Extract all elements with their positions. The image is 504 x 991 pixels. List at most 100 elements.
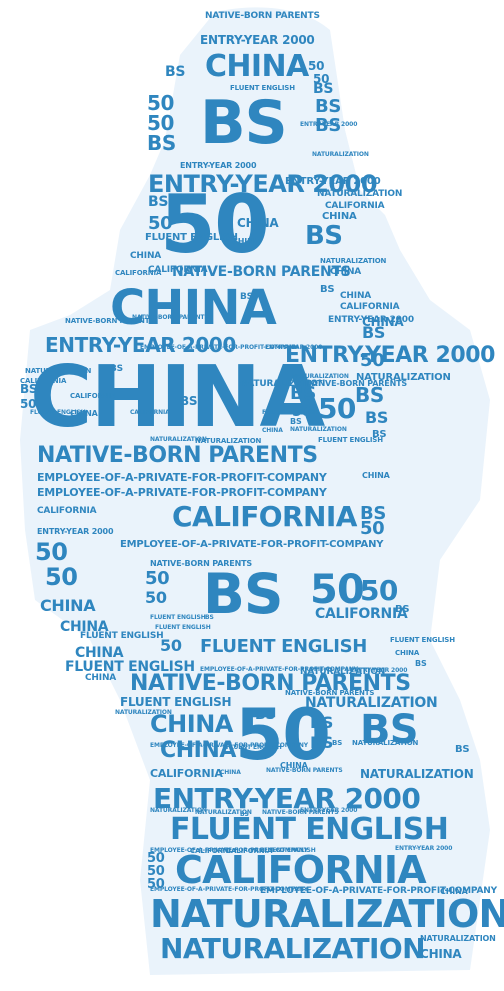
cloud-word: NATIVE-BORN PARENTS [205, 11, 320, 21]
cloud-word: BS [360, 503, 386, 524]
cloud-word: CALIFORNIA [190, 847, 237, 855]
cloud-word: 50 [360, 518, 385, 539]
cloud-word: FLUENT ENGLISH [390, 636, 455, 644]
cloud-word: EMPLOYEE-OF-A-PRIVATE-FOR-PROFIT-COMPANY [260, 886, 497, 896]
cloud-word: CHINA [280, 761, 308, 770]
cloud-word: ENTRY-YEAR 2000 [148, 170, 378, 198]
cloud-word: BS [110, 364, 123, 374]
cloud-word: NATURALIZATION [292, 373, 349, 380]
cloud-word: CHINA [40, 596, 96, 615]
cloud-word: NATURALIZATION [240, 379, 326, 389]
cloud-word: BS [372, 429, 387, 440]
cloud-word: 50 [360, 574, 398, 607]
cloud-word: CALIFORNIA [325, 201, 385, 211]
cloud-word: NATURALIZATION [356, 372, 451, 383]
cloud-word: BS [305, 221, 343, 251]
cloud-word: FLUENT ENGLISH [318, 436, 383, 444]
cloud-word: NATIVE-BORN PARENTS [65, 317, 155, 325]
cloud-word: ENTRY-YEAR 2000 [300, 121, 358, 128]
cloud-word: 50 [160, 178, 270, 271]
cloud-word: CALIFORNIA [130, 409, 170, 416]
cloud-word: EMPLOYEE-OF-A-PRIVATE-FOR-PROFIT-COMPANY [37, 486, 327, 499]
cloud-word: CALIFORNIA [150, 767, 223, 780]
cloud-word: CHINA [70, 409, 98, 418]
cloud-word: FLUENT ENGLISH [155, 624, 211, 631]
cloud-word: NATURALIZATION [25, 367, 92, 375]
cloud-word: ENTRY-YEAR 2000 [395, 845, 453, 852]
cloud-word: 50 [35, 538, 68, 566]
cloud-word: CALIFORNIA [70, 392, 117, 400]
cloud-word: ENTRY-YEAR 2000 [265, 344, 323, 351]
cloud-word: NATIVE-BORN PARENTS [132, 314, 209, 321]
cloud-word: FLUENT ENGLISH [150, 614, 206, 621]
cloud-word: BS [203, 562, 283, 626]
cloud-word: BS [360, 707, 418, 753]
cloud-word: ENTRY-YEAR 2000 [300, 807, 358, 814]
cloud-word: 50 [310, 567, 365, 613]
cloud-word: NATURALIZATION [352, 739, 419, 747]
cloud-word: BS [148, 194, 169, 210]
cloud-word: NATIVE-BORN PARENTS [266, 767, 343, 774]
cloud-word: FLUENT ENGLISH [226, 744, 282, 751]
cloud-word: 50 [292, 404, 311, 420]
cloud-word: NATIVE-BORN PARENTS [285, 689, 375, 697]
cloud-word: NATURALIZATION [305, 695, 438, 711]
cloud-word: 50 [235, 694, 331, 776]
cloud-word: 50 [145, 568, 170, 589]
cloud-word: BS [365, 408, 389, 427]
cloud-word: CALIFORNIA [115, 269, 162, 277]
cloud-word: BS [290, 383, 316, 404]
cloud-word: ENTRY-YEAR 2000 [180, 161, 257, 170]
cloud-word: FLUENT ENGLISH [260, 847, 316, 854]
cloud-word: NATURALIZATION [420, 934, 496, 943]
cloud-word: 50 [308, 59, 325, 73]
cloud-word: BS [240, 811, 249, 818]
cloud-word: BS [200, 88, 288, 158]
cloud-word: CHINA [110, 280, 277, 336]
cloud-word: FLUENT ENGLISH [30, 409, 86, 416]
cloud-word: 50 [148, 213, 173, 234]
cloud-word: BS [255, 707, 276, 723]
cloud-word: NATURALIZATION [320, 257, 387, 265]
cloud-word: CHINA [237, 216, 279, 230]
cloud-word: 50 [160, 636, 182, 655]
cloud-word: ENTRY-YEAR 2000 [200, 33, 315, 47]
cloud-word: ENTRY-YEAR 2000 [350, 667, 408, 674]
cloud-word: BS [355, 383, 384, 407]
cloud-word: FLUENT ENGLISH [65, 659, 195, 675]
cloud-word: BS [332, 739, 343, 747]
cloud-word: BS [180, 394, 198, 408]
cloud-word: BS [240, 292, 253, 302]
cloud-word: BS [147, 131, 176, 155]
cloud-word: BS [395, 604, 410, 615]
cloud-word: 50 [313, 72, 330, 86]
cloud-word: CHINA [395, 649, 420, 657]
cloud-word: EMPLOYEE-OF-A-PRIVATE-FOR-PROFIT-COMPANY [120, 539, 384, 550]
cloud-word: CHINA [330, 267, 362, 277]
cloud-word: NATIVE-BORN PARENTS [172, 264, 351, 280]
cloud-word: CALIFORNIA [148, 265, 208, 275]
cloud-word: ENTRY-YEAR 2000 [153, 782, 421, 815]
cloud-word: CALIFORNIA [226, 847, 273, 855]
cloud-word: CHINA [205, 49, 309, 84]
cloud-word: NATIVE-BORN PARENTS [130, 671, 411, 696]
cloud-word: 50 [147, 111, 175, 135]
cloud-word: NATIVE-BORN PARENTS [305, 379, 408, 388]
cloud-word: BS [415, 659, 427, 668]
cloud-word: CHINA [262, 427, 283, 434]
cloud-word: CALIFORNIA [175, 848, 427, 892]
cloud-word: NATURALIZATION [195, 809, 252, 816]
cloud-word: BS [20, 382, 38, 396]
cloud-word: CHINA [160, 738, 236, 763]
cloud-word: 50 [147, 91, 175, 115]
cloud-word: NATURALIZATION [195, 437, 262, 445]
cloud-word: BS [455, 744, 470, 755]
cloud-word: CALIFORNIA [315, 606, 408, 622]
cloud-word: ENTRY-YEAR 2000 [285, 176, 381, 187]
cloud-word: 50 [20, 397, 37, 411]
cloud-word: FLUENT ENGLISH [230, 84, 295, 92]
cloud-word: CHINA [440, 887, 468, 896]
cloud-word: BS [290, 417, 302, 426]
cloud-word: 50 [147, 877, 165, 892]
